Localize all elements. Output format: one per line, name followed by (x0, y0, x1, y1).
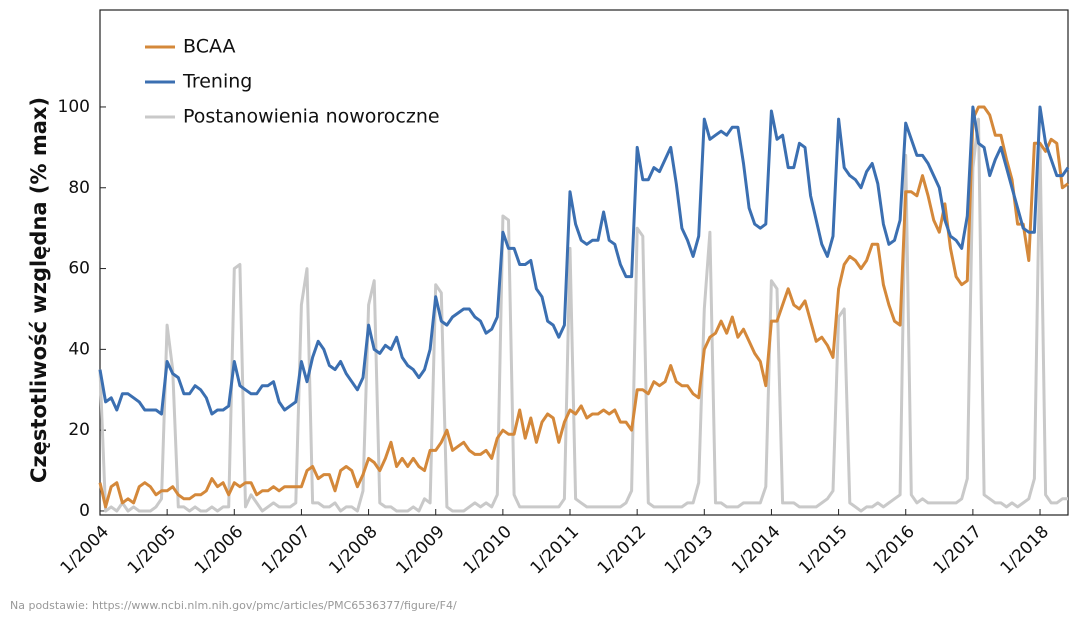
x-tick-label: 1/2016 (862, 522, 918, 578)
source-note: Na podstawie: https://www.ncbi.nlm.nih.g… (10, 599, 457, 612)
x-tick-label: 1/2009 (392, 522, 448, 578)
y-tick-label: 40 (68, 339, 90, 359)
x-tick-label: 1/2010 (460, 522, 516, 578)
y-tick-label: 100 (58, 97, 90, 117)
x-tick-label: 1/2005 (124, 522, 180, 578)
y-axis-label: Częstotliwość względna (% max) (27, 97, 51, 483)
x-tick-label: 1/2007 (258, 522, 314, 578)
y-tick-label: 60 (68, 259, 90, 279)
legend-label: BCAA (183, 36, 236, 58)
y-tick-label: 80 (68, 178, 90, 198)
x-tick-label: 1/2013 (661, 522, 717, 578)
x-tick-label: 1/2006 (191, 522, 247, 578)
legend-label: Postanowienia noworoczne (183, 106, 440, 128)
series-line (98, 117, 1068, 513)
x-tick-label: 1/2017 (930, 522, 986, 578)
plot-frame (99, 9, 1069, 516)
legend-label: Trening (182, 71, 252, 93)
y-tick-label: 0 (79, 501, 90, 521)
series-line (98, 105, 1070, 416)
x-tick-label: 1/2015 (795, 522, 851, 578)
x-tick-label: 1/2014 (728, 522, 784, 578)
x-tick-label: 1/2018 (997, 522, 1053, 578)
x-tick-label: 1/2012 (594, 522, 650, 578)
y-tick-label: 20 (68, 420, 90, 440)
series-line (98, 105, 1069, 509)
x-tick-label: 1/2011 (527, 522, 583, 578)
x-tick-label: 1/2004 (57, 522, 113, 578)
x-tick-label: 1/2008 (325, 522, 381, 578)
